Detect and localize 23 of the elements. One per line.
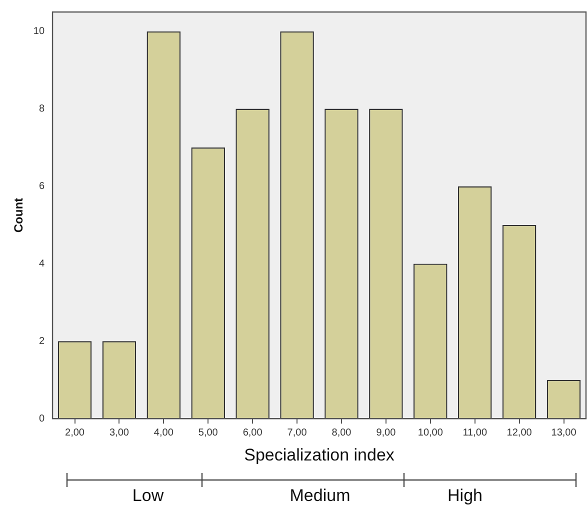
x-tick-label: 11,00 xyxy=(462,427,488,438)
y-axis-title: Count xyxy=(12,198,26,233)
y-tick-label: 8 xyxy=(38,104,45,115)
x-tick-label: 3,00 xyxy=(109,427,130,438)
x-tick-label: 12,00 xyxy=(506,427,532,438)
x-tick-label: 10,00 xyxy=(418,427,444,438)
y-tick-label: 2 xyxy=(38,336,45,347)
x-tick-label: 7,00 xyxy=(287,427,308,438)
y-tick-label: 10 xyxy=(33,26,45,38)
x-tick-label: 9,00 xyxy=(376,427,396,438)
x-tick-label: 4,00 xyxy=(154,427,174,438)
x-axis-title: Specialization index xyxy=(244,445,395,464)
y-tick-label: 6 xyxy=(38,181,45,192)
y-tick-label: 4 xyxy=(38,258,45,270)
x-tick-label: 8,00 xyxy=(332,427,352,438)
x-tick-label: 5,00 xyxy=(198,427,218,438)
x-tick-label: 2,00 xyxy=(65,427,85,438)
text: Medium xyxy=(290,486,350,506)
text: Low xyxy=(132,486,164,506)
text: High xyxy=(448,486,482,506)
x-tick-label: 6,00 xyxy=(242,427,263,438)
x-tick-label: 13,00 xyxy=(551,427,577,438)
y-tick-label: 0 xyxy=(38,413,45,424)
